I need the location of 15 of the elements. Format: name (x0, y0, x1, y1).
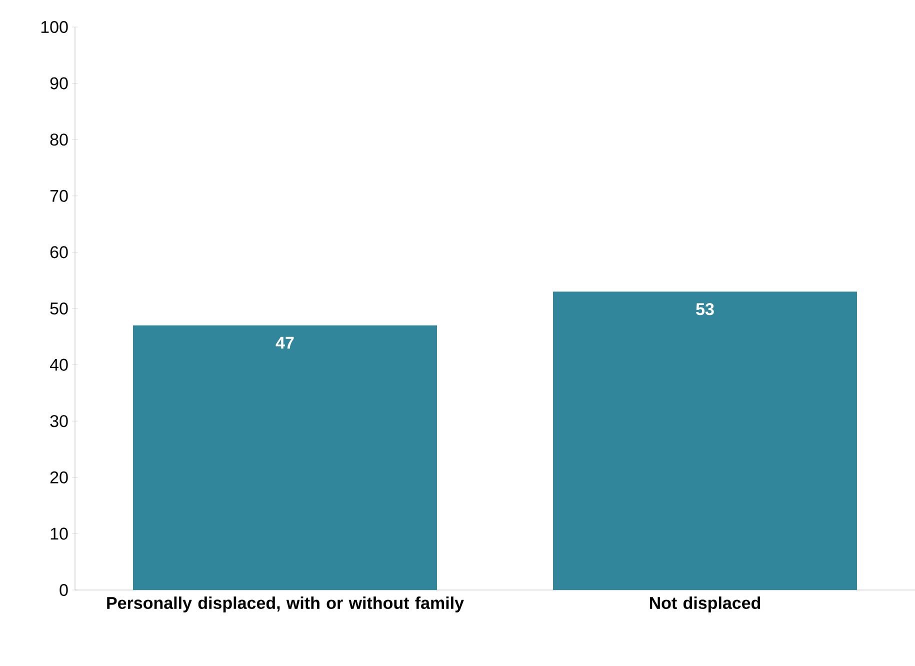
y-tick-label: 50 (50, 302, 68, 315)
x-tick-label: Personally displaced, with or without family (107, 596, 464, 612)
data-label: 53 (696, 303, 714, 316)
y-tick-label: 100 (41, 20, 68, 34)
x-tick-label: Not displaced (650, 596, 760, 612)
y-tick-label: 90 (50, 77, 68, 90)
y-tick-label: 70 (50, 190, 68, 202)
y-tick-label: 10 (50, 528, 68, 540)
y-tick-label: 40 (50, 358, 68, 371)
y-tick-label: 60 (50, 246, 68, 258)
y-tick-label: 20 (50, 471, 68, 484)
y-tick-label: 30 (50, 415, 68, 428)
y-tick-label: 80 (50, 134, 68, 146)
data-label: 47 (276, 336, 294, 349)
y-tick-label: 0 (60, 584, 68, 596)
